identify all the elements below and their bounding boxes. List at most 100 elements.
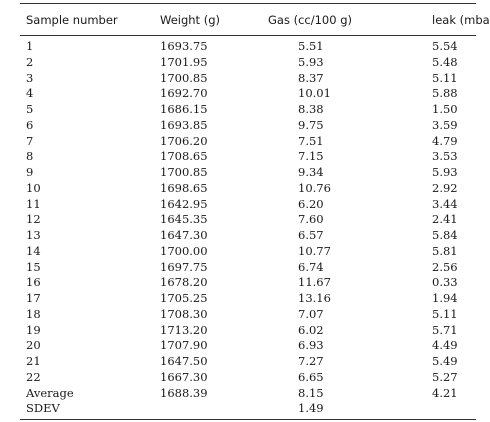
data-table-body: 1 1693.75 5.51 5.54 2 1701.95 5.93 5.48 3 1700.85… <box>20 36 490 417</box>
cell-leak: 0.33 <box>432 275 458 290</box>
table-row: SDEV 1.49 <box>20 401 490 417</box>
cell-weight: 1705.25 <box>160 291 208 305</box>
cell-sample: 12 <box>26 212 41 227</box>
cell-gas: 5.51 <box>298 39 324 53</box>
cell-sample: 15 <box>26 259 41 274</box>
cell-weight: 1688.39 <box>160 385 208 400</box>
cell-sample: 20 <box>26 338 41 353</box>
table-row: 14 1700.00 10.77 5.81 <box>20 244 490 260</box>
cell-sample: 7 <box>26 133 34 148</box>
cell-gas: 7.60 <box>298 212 324 227</box>
cell-weight: 1686.15 <box>160 102 208 116</box>
table-row: 4 1692.70 10.01 5.88 <box>20 86 490 102</box>
table-row: 3 1700.85 8.37 5.11 <box>20 71 490 87</box>
header-leak: leak (mbar/h) <box>432 12 490 27</box>
cell-sample: 11 <box>26 196 41 211</box>
table-row: 7 1706.20 7.51 4.79 <box>20 134 490 150</box>
cell-gas: 8.38 <box>298 102 324 116</box>
table-row: 16 1678.20 11.67 0.33 <box>20 275 490 291</box>
cell-sample: 13 <box>26 228 41 242</box>
cell-gas: 10.01 <box>298 86 331 101</box>
table-row: 21 1647.50 7.27 5.49 <box>20 354 490 370</box>
cell-gas: 7.07 <box>298 306 324 321</box>
cell-weight: 1701.95 <box>160 54 208 69</box>
cell-sample: Average <box>26 385 74 400</box>
cell-gas: 7.27 <box>298 354 324 368</box>
cell-leak: 5.27 <box>432 369 458 384</box>
data-table: Sample number Weight (g) Gas (cc/100 g) … <box>20 4 490 35</box>
top-rule <box>20 3 476 4</box>
header-row: Sample number Weight (g) Gas (cc/100 g) … <box>20 4 490 35</box>
table-row: 10 1698.65 10.76 2.92 <box>20 181 490 197</box>
cell-leak: 3.44 <box>432 196 458 211</box>
table-row: 15 1697.75 6.74 2.56 <box>20 260 490 276</box>
table-row: 17 1705.25 13.16 1.94 <box>20 291 490 307</box>
cell-weight: 1667.30 <box>160 369 208 384</box>
cell-leak: 5.81 <box>432 243 458 258</box>
header-rule <box>20 35 476 36</box>
header-gas: Gas (cc/100 g) <box>268 12 353 27</box>
cell-leak: 4.49 <box>432 338 458 353</box>
cell-leak: 3.59 <box>432 117 458 132</box>
cell-weight: 1700.00 <box>160 243 208 258</box>
cell-gas: 8.37 <box>298 70 324 85</box>
cell-weight: 1708.30 <box>160 306 208 321</box>
cell-leak: 1.50 <box>432 102 458 116</box>
cell-weight: 1647.30 <box>160 228 208 242</box>
cell-leak: 5.11 <box>432 306 458 321</box>
table-row: 2 1701.95 5.93 5.48 <box>20 55 490 71</box>
cell-weight: 1708.65 <box>160 149 208 164</box>
table-row: 22 1667.30 6.65 5.27 <box>20 370 490 386</box>
cell-sample: 10 <box>26 180 41 195</box>
cell-gas: 7.51 <box>298 133 324 148</box>
cell-sample: 4 <box>26 86 34 101</box>
cell-gas: 6.20 <box>298 196 324 211</box>
cell-gas: 9.34 <box>298 165 324 179</box>
cell-leak: 5.84 <box>432 228 458 242</box>
table-row: 1 1693.75 5.51 5.54 <box>20 36 490 55</box>
cell-sample: 5 <box>26 102 34 116</box>
cell-leak: 2.41 <box>432 212 458 227</box>
cell-leak: 5.48 <box>432 54 458 69</box>
cell-leak: 5.88 <box>432 86 458 101</box>
cell-sample: 9 <box>26 165 34 179</box>
cell-leak: 5.54 <box>432 39 458 53</box>
cell-gas: 9.75 <box>298 117 324 132</box>
cell-leak: 4.79 <box>432 133 458 148</box>
cell-sample: 16 <box>26 275 41 290</box>
table-row: 11 1642.95 6.20 3.44 <box>20 197 490 213</box>
cell-sample: 3 <box>26 70 34 85</box>
cell-weight: 1698.65 <box>160 180 208 195</box>
cell-gas: 1.49 <box>298 401 324 416</box>
table-row: 12 1645.35 7.60 2.41 <box>20 212 490 228</box>
header-weight: Weight (g) <box>160 12 220 27</box>
table-row: 5 1686.15 8.38 1.50 <box>20 102 490 118</box>
cell-weight: 1707.90 <box>160 338 208 353</box>
cell-leak: 5.93 <box>432 165 458 179</box>
cell-sample: 17 <box>26 291 41 305</box>
cell-gas: 6.57 <box>298 228 324 242</box>
table-row: 19 1713.20 6.02 5.71 <box>20 323 490 339</box>
cell-leak: 5.49 <box>432 354 458 368</box>
table-row: 13 1647.30 6.57 5.84 <box>20 228 490 244</box>
table-row: Average 1688.39 8.15 4.21 <box>20 386 490 402</box>
cell-sample: 2 <box>26 54 34 69</box>
cell-weight: 1642.95 <box>160 196 208 211</box>
cell-weight: 1713.20 <box>160 322 208 337</box>
cell-leak: 2.56 <box>432 259 458 274</box>
cell-weight: 1693.85 <box>160 117 208 132</box>
cell-gas: 7.15 <box>298 149 324 164</box>
table-row: 6 1693.85 9.75 3.59 <box>20 118 490 134</box>
cell-gas: 5.93 <box>298 54 324 69</box>
cell-sample: 14 <box>26 243 41 258</box>
cell-sample: SDEV <box>26 401 60 416</box>
cell-leak: 3.53 <box>432 149 458 164</box>
cell-gas: 6.93 <box>298 338 324 353</box>
cell-weight: 1645.35 <box>160 212 208 227</box>
cell-sample: 22 <box>26 369 41 384</box>
cell-gas: 6.02 <box>298 322 324 337</box>
cell-sample: 18 <box>26 306 41 321</box>
cell-sample: 19 <box>26 322 41 337</box>
cell-weight: 1697.75 <box>160 259 208 274</box>
cell-gas: 6.74 <box>298 259 324 274</box>
